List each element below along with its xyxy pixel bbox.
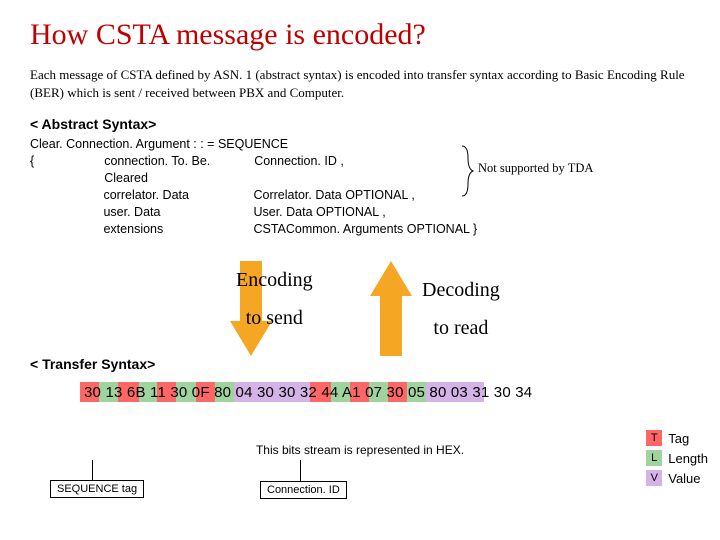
asn-field: user. Data	[103, 204, 253, 221]
hex-text: 30 13 6B 11 30 0F 80 04 30 30 32 44 A1 0…	[80, 382, 536, 403]
intro-text: Each message of CSTA defined by ASN. 1 (…	[30, 66, 690, 102]
asn-line1: Clear. Connection. Argument : : = SEQUEN…	[30, 136, 690, 153]
arrow-up-icon	[370, 261, 412, 356]
asn-field: connection. To. Be. Cleared	[104, 153, 254, 187]
callout-line-icon	[300, 460, 301, 481]
encoding-label: Encoding to send	[236, 266, 313, 332]
legend: T Tag L Length V Value	[646, 430, 708, 490]
asn-type: Correlator. Data OPTIONAL ,	[253, 187, 414, 204]
asn-field: extensions	[103, 221, 253, 238]
asn-definition: Clear. Connection. Argument : : = SEQUEN…	[30, 136, 690, 237]
asn-type: Connection. ID ,	[254, 153, 344, 187]
sequence-tag-callout: SEQUENCE tag	[50, 480, 144, 498]
footer-text: This bits stream is represented in HEX.	[30, 443, 690, 457]
asn-field: correlator. Data	[103, 187, 253, 204]
arrows-zone: Encoding to send Decoding to read	[30, 246, 690, 356]
legend-box-v: V	[646, 470, 662, 486]
legend-row-value: V Value	[646, 470, 708, 486]
asn-type: CSTACommon. Arguments OPTIONAL }	[253, 221, 477, 238]
transfer-syntax-head: < Transfer Syntax>	[30, 356, 690, 372]
legend-box-t: T	[646, 430, 662, 446]
legend-row-length: L Length	[646, 450, 708, 466]
asn-type: User. Data OPTIONAL ,	[253, 204, 385, 221]
hex-strip: 30 13 6B 11 30 0F 80 04 30 30 32 44 A1 0…	[80, 382, 536, 403]
connection-id-callout: Connection. ID	[260, 481, 347, 499]
legend-row-tag: T Tag	[646, 430, 708, 446]
legend-box-l: L	[646, 450, 662, 466]
decoding-label: Decoding to read	[422, 276, 500, 342]
page-title: How CSTA message is encoded?	[30, 18, 690, 52]
abstract-syntax-head: < Abstract Syntax>	[30, 116, 690, 132]
callout-line-icon	[92, 460, 93, 480]
brace-icon	[460, 144, 474, 198]
